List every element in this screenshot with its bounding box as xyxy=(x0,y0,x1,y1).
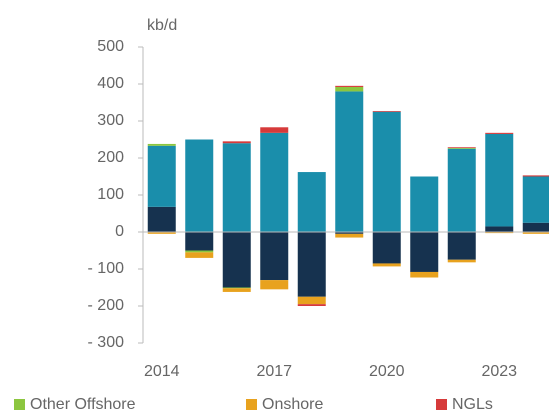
bar-segment xyxy=(485,232,514,234)
bar-segment xyxy=(335,86,364,92)
bar-segment xyxy=(410,232,439,272)
bar-segment xyxy=(447,232,476,260)
x-tick-label: 2017 xyxy=(256,363,292,380)
bar-segment xyxy=(260,127,289,133)
bar-segment xyxy=(372,232,401,264)
bar-segment xyxy=(522,176,549,223)
bar-segment xyxy=(410,271,439,278)
y-tick-label: 400 xyxy=(97,75,124,92)
bar-segment xyxy=(222,288,251,292)
bar-segment xyxy=(222,143,251,232)
bar-segment xyxy=(222,232,251,288)
bar-segment xyxy=(185,252,214,258)
bar-segment xyxy=(297,172,326,232)
bar-segment xyxy=(335,85,364,87)
y-tick-label: - 300 xyxy=(88,334,125,351)
bar-segment xyxy=(185,250,214,253)
bar-segment xyxy=(297,296,326,305)
bar-segment xyxy=(185,139,214,232)
bar-segment xyxy=(260,280,289,290)
bar-segment xyxy=(485,226,514,232)
bar-segment xyxy=(522,232,549,234)
y-tick-label: 200 xyxy=(97,149,124,166)
bar-segment xyxy=(335,233,364,238)
bar-segment xyxy=(485,133,514,227)
x-tick-label: 2020 xyxy=(369,363,405,380)
bar-segment xyxy=(147,232,176,234)
bar-segment xyxy=(522,175,549,177)
x-tick-label: 2014 xyxy=(144,363,180,380)
bar-segment xyxy=(447,259,476,263)
bar-segment xyxy=(147,143,176,146)
legend-swatch xyxy=(246,399,257,410)
legend-swatch xyxy=(14,399,25,410)
bar-segment xyxy=(372,111,401,232)
bar-segment xyxy=(447,148,476,149)
bar-segment xyxy=(522,222,549,232)
bar-segment xyxy=(410,176,439,232)
legend-label: Onshore xyxy=(262,396,323,413)
y-tick-label: - 100 xyxy=(88,260,125,277)
bar-segment xyxy=(147,206,176,232)
legend-label: NGLs xyxy=(452,396,493,413)
legend-swatch xyxy=(436,399,447,410)
y-tick-label: 0 xyxy=(115,223,124,240)
bar-segment xyxy=(185,232,214,251)
y-axis-unit: kb/d xyxy=(147,17,177,34)
x-tick-label: 2023 xyxy=(481,363,517,380)
bar-segment xyxy=(447,148,476,232)
bar-segment xyxy=(297,304,326,306)
bar-segment xyxy=(372,111,401,112)
bar-segment xyxy=(447,147,476,149)
bar-segment xyxy=(372,263,401,267)
bar-segment xyxy=(335,91,364,233)
y-tick-label: - 200 xyxy=(88,297,125,314)
bar-segment xyxy=(222,141,251,144)
bar-segment xyxy=(260,132,289,232)
bar-segment xyxy=(260,232,289,281)
bar-segment xyxy=(222,287,251,289)
y-tick-label: 100 xyxy=(97,186,124,203)
bar-segment xyxy=(485,132,514,134)
y-tick-label: 500 xyxy=(97,38,124,55)
legend-label: Other Offshore xyxy=(30,396,136,413)
bar-segment xyxy=(297,232,326,297)
bar-segment xyxy=(147,145,176,207)
y-tick-label: 300 xyxy=(97,112,124,129)
bar-segment xyxy=(335,232,364,234)
